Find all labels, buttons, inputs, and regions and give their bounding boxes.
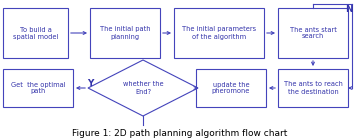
Text: N: N [345, 5, 353, 15]
Bar [3, 8, 68, 58]
Text: update the
pheromone: update the pheromone [212, 81, 250, 94]
Text: Y: Y [87, 79, 93, 88]
Text: Figure 1: 2D path planning algorithm flow chart: Figure 1: 2D path planning algorithm flo… [72, 129, 288, 137]
Bar [278, 8, 348, 58]
Text: The ants to reach
the destination: The ants to reach the destination [283, 81, 343, 94]
Bar [3, 69, 73, 107]
Bar [174, 8, 264, 58]
Bar [90, 8, 160, 58]
Text: The initial path
planning: The initial path planning [100, 26, 150, 39]
Polygon shape [88, 60, 198, 116]
Text: whether the
End?: whether the End? [123, 81, 163, 94]
Text: To build a
spatial model: To build a spatial model [13, 26, 58, 39]
Bar [196, 69, 266, 107]
Text: The ants start
search: The ants start search [290, 26, 336, 39]
Text: Get  the optimal
path: Get the optimal path [11, 81, 65, 94]
Bar [278, 69, 348, 107]
Text: The initial parameters
of the algorithm: The initial parameters of the algorithm [182, 26, 256, 39]
